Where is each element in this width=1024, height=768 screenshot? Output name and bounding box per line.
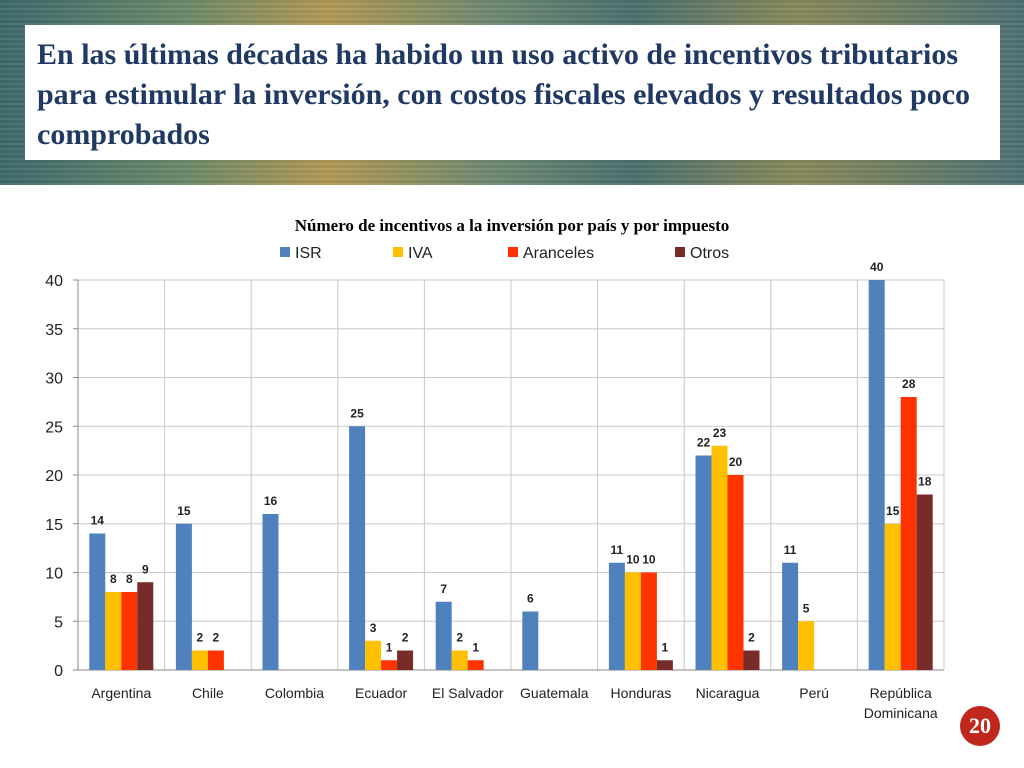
x-tick-label: Honduras: [611, 685, 672, 701]
data-label: 15: [886, 504, 900, 518]
bar-otros: [656, 660, 673, 670]
data-label: 2: [197, 631, 204, 645]
bar-aranceles: [467, 660, 484, 670]
data-label: 1: [662, 640, 669, 654]
data-label: 10: [642, 553, 656, 567]
y-tick-label: 30: [45, 371, 63, 388]
y-tick-label: 35: [45, 322, 63, 339]
x-tick-label: Dominicana: [864, 705, 938, 721]
bar-iva: [798, 621, 815, 670]
legend-label-isr: ISR: [295, 245, 322, 262]
bar-iva: [624, 572, 641, 670]
data-label: 25: [350, 406, 364, 420]
x-tick-label: Argentina: [91, 685, 151, 701]
slide-title: En las últimas décadas ha habido un uso …: [37, 38, 971, 151]
data-label: 3: [370, 621, 377, 635]
data-label: 15: [177, 504, 191, 518]
data-label: 7: [440, 582, 447, 596]
bar-isr: [782, 562, 799, 670]
x-tick-label: Colombia: [265, 685, 324, 701]
y-tick-label: 20: [45, 468, 63, 485]
y-tick-label: 40: [45, 273, 63, 290]
bar-iva: [451, 650, 468, 670]
bar-aranceles: [727, 475, 744, 670]
bar-isr: [522, 611, 539, 670]
data-label: 6: [527, 592, 534, 606]
x-tick-label: Nicaragua: [696, 685, 760, 701]
y-tick-label: 15: [45, 517, 63, 534]
title-box: En las últimas décadas ha habido un uso …: [25, 25, 1000, 160]
bar-isr: [695, 455, 712, 670]
bar-aranceles: [207, 650, 224, 670]
bar-aranceles: [381, 660, 398, 670]
legend-swatch-otros: [675, 247, 685, 257]
bar-iva: [191, 650, 208, 670]
data-label: 5: [803, 601, 810, 615]
y-tick-label: 10: [45, 566, 63, 583]
data-label: 16: [264, 494, 278, 508]
bar-iva: [711, 445, 728, 670]
data-label: 2: [402, 631, 409, 645]
data-label: 8: [126, 572, 133, 586]
legend-swatch-aranceles: [508, 247, 518, 257]
legend-label-iva: IVA: [408, 245, 433, 262]
y-tick-label: 25: [45, 419, 63, 436]
data-label: 9: [142, 562, 149, 576]
bar-isr: [349, 426, 366, 670]
data-label: 10: [626, 553, 640, 567]
data-label: 2: [456, 631, 463, 645]
bar-isr: [608, 562, 625, 670]
data-label: 8: [110, 572, 117, 586]
bar-isr: [89, 533, 106, 670]
data-label: 1: [386, 640, 393, 654]
data-label: 2: [213, 631, 220, 645]
bar-otros: [397, 650, 414, 670]
legend-swatch-iva: [393, 247, 403, 257]
x-tick-label: El Salvador: [432, 685, 504, 701]
data-label: 22: [697, 436, 711, 450]
page-number-badge: 20: [960, 706, 1000, 746]
bar-iva: [884, 523, 901, 670]
x-tick-label: República: [870, 685, 932, 701]
data-label: 20: [729, 455, 743, 469]
y-tick-label: 0: [54, 663, 63, 680]
x-tick-label: Perú: [799, 685, 829, 701]
bar-aranceles: [121, 592, 138, 670]
bar-isr: [868, 280, 885, 670]
chart-title: Número de incentivos a la inversión por …: [295, 216, 729, 235]
x-tick-label: Chile: [192, 685, 224, 701]
x-tick-label: Ecuador: [355, 685, 407, 701]
bar-otros: [137, 582, 154, 670]
bar-otros: [916, 494, 933, 670]
bar-iva: [365, 640, 382, 670]
bar-aranceles: [640, 572, 657, 670]
data-label: 14: [91, 514, 105, 528]
data-label: 18: [918, 475, 932, 489]
legend-swatch-isr: [280, 247, 290, 257]
data-label: 11: [611, 543, 624, 557]
bar-chart: Número de incentivos a la inversión por …: [45, 216, 945, 721]
x-tick-label: Guatemala: [520, 685, 589, 701]
legend-label-otros: Otros: [690, 245, 729, 262]
data-label: 23: [713, 426, 727, 440]
bar-isr: [435, 601, 452, 670]
data-label: 28: [902, 377, 916, 391]
y-tick-label: 5: [54, 614, 63, 631]
data-label: 40: [870, 260, 884, 274]
bar-iva: [105, 592, 122, 670]
legend-label-aranceles: Aranceles: [523, 245, 594, 262]
data-label: 1: [472, 640, 479, 654]
data-label: 11: [784, 543, 797, 557]
data-label: 2: [748, 631, 755, 645]
bar-otros: [743, 650, 760, 670]
bar-aranceles: [900, 397, 917, 670]
bar-isr: [262, 514, 279, 670]
bar-isr: [175, 523, 192, 670]
